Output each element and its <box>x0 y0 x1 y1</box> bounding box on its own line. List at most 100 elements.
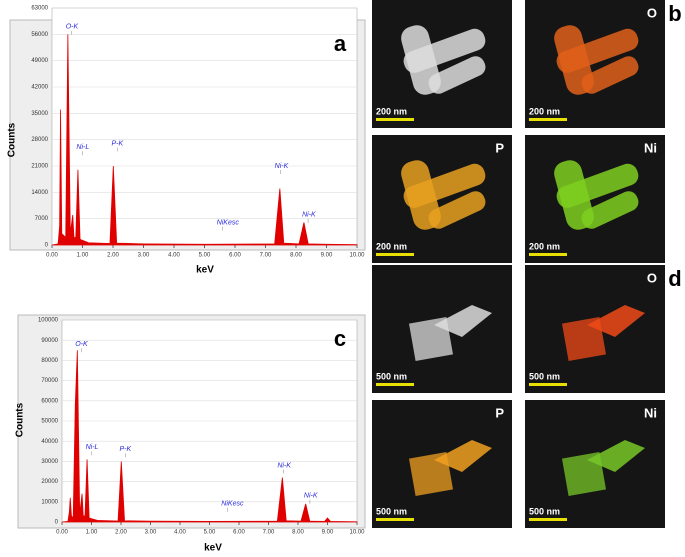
x-tick-label: 9.00 <box>321 253 333 259</box>
scale-bar <box>376 518 414 521</box>
x-tick-label: 1.00 <box>86 530 98 536</box>
x-tick-label: 8.00 <box>292 530 304 536</box>
particle <box>434 305 492 337</box>
scale-bar-label: 500 nm <box>529 506 560 516</box>
x-tick-label: 5.00 <box>204 530 216 536</box>
scale-bar-label: 500 nm <box>529 371 560 381</box>
element-map: O 200 nm <box>525 0 665 128</box>
y-tick-label: 0 <box>55 520 59 526</box>
y-tick-label: 63000 <box>31 6 48 12</box>
particle <box>581 56 639 94</box>
x-tick-label: 6.00 <box>233 530 245 536</box>
peak-label: Ni-L <box>76 144 89 151</box>
peak-label: O-K <box>75 341 88 348</box>
x-axis-label: keV <box>204 543 222 554</box>
element-map: P 500 nm <box>372 400 512 528</box>
x-tick-label: 3.00 <box>145 530 157 536</box>
y-tick-label: 7000 <box>35 216 49 222</box>
scale-bar <box>376 118 414 121</box>
peak-label: NiKesc <box>217 219 240 226</box>
x-tick-label: 2.00 <box>115 530 127 536</box>
element-map: 200 nm <box>372 0 512 128</box>
peak-label: Ni-K <box>302 212 316 219</box>
scale-bar-label: 200 nm <box>376 241 407 251</box>
spectrum <box>61 350 358 523</box>
scale-bar <box>376 253 414 256</box>
peak-label: P-K <box>111 140 123 147</box>
particle <box>587 440 645 472</box>
x-tick-label: 3.00 <box>138 253 150 259</box>
x-tick-label: 4.00 <box>174 530 186 536</box>
y-tick-label: 21000 <box>31 164 48 170</box>
y-tick-label: 42000 <box>31 85 48 91</box>
y-tick-label: 14000 <box>31 190 48 196</box>
element-label: O <box>647 270 657 285</box>
particle <box>434 440 492 472</box>
element-map: 500 nm <box>372 265 512 393</box>
y-tick-label: 49000 <box>31 58 48 64</box>
x-tick-label: 4.00 <box>168 253 180 259</box>
element-map: Ni 500 nm <box>525 400 665 528</box>
y-tick-label: 56000 <box>31 32 48 38</box>
plot-area <box>51 7 358 246</box>
peak-label: Ni-K <box>275 163 289 170</box>
panel-letter: c <box>334 326 346 351</box>
map-background <box>372 135 512 263</box>
peak-label: Ni-L <box>86 444 99 451</box>
map-background <box>525 135 665 263</box>
y-tick-label: 100000 <box>38 318 59 324</box>
peak-label: Ni-K <box>277 462 291 469</box>
spectrum <box>51 34 358 246</box>
y-tick-label: 0 <box>45 243 49 249</box>
scale-bar <box>529 383 567 386</box>
x-tick-label: 10.00 <box>349 530 365 536</box>
panel-letter: a <box>334 31 347 56</box>
scale-bar <box>529 518 567 521</box>
particle <box>428 191 486 229</box>
scale-bar <box>529 253 567 256</box>
element-label: P <box>495 140 504 155</box>
y-tick-label: 30000 <box>41 459 58 465</box>
y-axis-label: Counts <box>7 122 18 157</box>
panel-letter: d <box>668 266 681 291</box>
element-label: Ni <box>644 405 657 420</box>
scale-bar-label: 200 nm <box>529 241 560 251</box>
element-label: P <box>495 405 504 420</box>
y-axis-label: Counts <box>15 402 26 437</box>
y-tick-label: 10000 <box>41 499 58 505</box>
peak-label: O-K <box>66 24 79 31</box>
x-tick-label: 9.00 <box>322 530 334 536</box>
x-tick-label: 1.00 <box>77 253 89 259</box>
scale-bar-label: 500 nm <box>376 371 407 381</box>
scale-bar-label: 200 nm <box>376 106 407 116</box>
element-map: Ni 200 nm <box>525 135 665 263</box>
y-tick-label: 40000 <box>41 439 58 445</box>
element-map: P 200 nm <box>372 135 512 263</box>
x-tick-label: 7.00 <box>263 530 275 536</box>
scale-bar-label: 500 nm <box>376 506 407 516</box>
x-tick-label: 2.00 <box>107 253 119 259</box>
particle <box>428 56 486 94</box>
y-tick-label: 70000 <box>41 378 58 384</box>
y-tick-label: 80000 <box>41 358 58 364</box>
x-tick-label: 0.00 <box>56 530 68 536</box>
y-tick-label: 50000 <box>41 419 58 425</box>
x-tick-label: 8.00 <box>290 253 302 259</box>
x-tick-label: 10.00 <box>349 253 365 259</box>
element-map: O 500 nm <box>525 265 665 393</box>
peak-label: NiKesc <box>221 501 244 508</box>
panel-letter: b <box>668 1 681 26</box>
map-background <box>525 0 665 128</box>
peak-label: Ni-K <box>304 493 318 500</box>
x-tick-label: 7.00 <box>260 253 272 259</box>
element-label: O <box>647 5 657 20</box>
x-tick-label: 0.00 <box>46 253 58 259</box>
y-tick-label: 28000 <box>31 137 48 143</box>
y-tick-label: 35000 <box>31 111 48 117</box>
peak-label: P-K <box>120 446 132 453</box>
x-tick-label: 5.00 <box>199 253 211 259</box>
particle <box>587 305 645 337</box>
scale-bar-label: 200 nm <box>529 106 560 116</box>
scale-bar <box>529 118 567 121</box>
